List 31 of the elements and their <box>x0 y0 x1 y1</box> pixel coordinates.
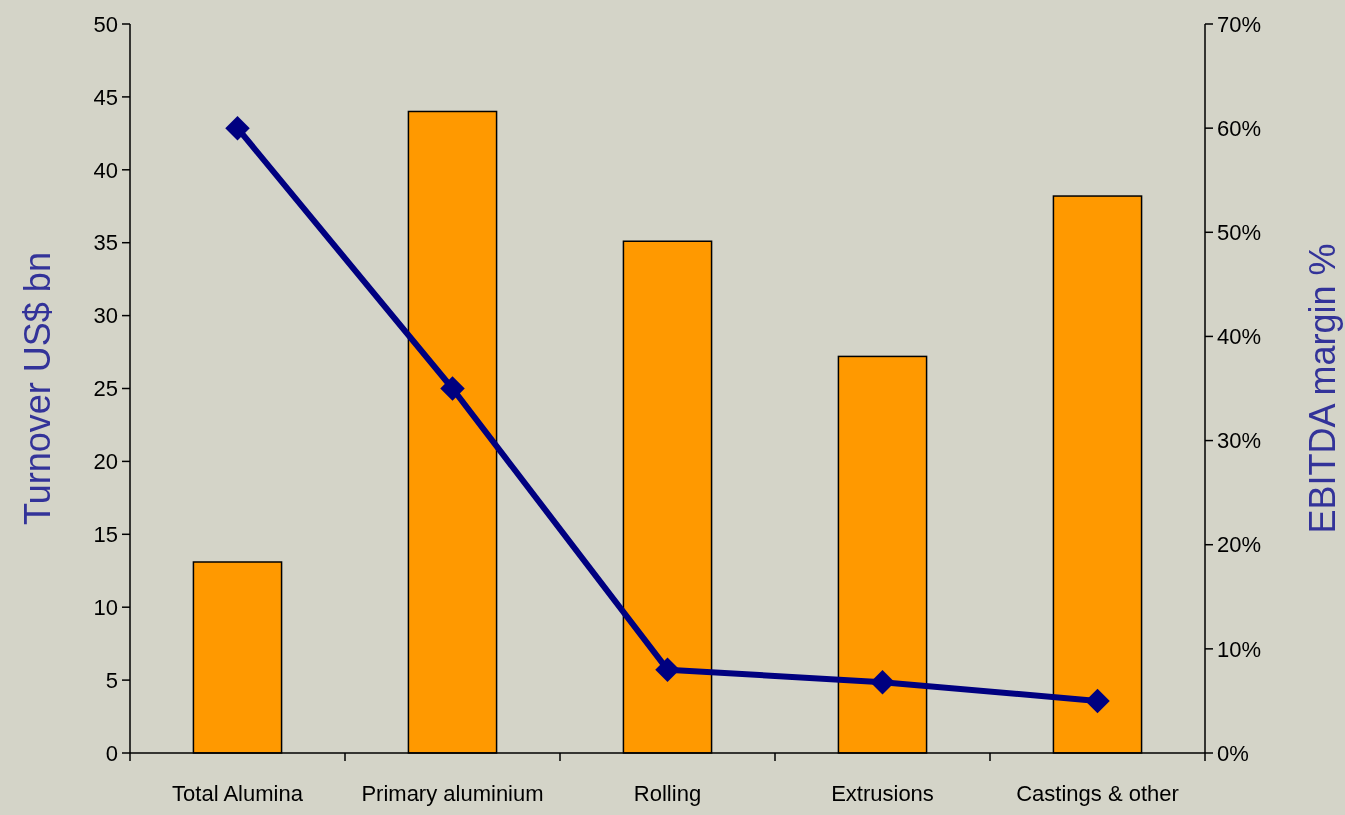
y2-tick-label: 10% <box>1217 636 1262 662</box>
y-tick-label: 40 <box>93 157 118 183</box>
x-tick-label: Total Alumina <box>172 781 304 806</box>
y2-axis-title: EBITDA margin % <box>1302 243 1343 534</box>
y-tick-label: 25 <box>93 376 118 402</box>
x-tick-label: Extrusions <box>831 781 934 806</box>
y-tick-label: 50 <box>93 11 118 37</box>
y-tick-label: 20 <box>93 449 118 475</box>
y-tick-label: 30 <box>93 303 118 329</box>
y2-tick-label: 50% <box>1217 219 1262 245</box>
point <box>225 115 250 141</box>
point <box>440 376 465 401</box>
y2-tick-label: 60% <box>1217 115 1262 141</box>
y-tick-label: 35 <box>93 230 118 256</box>
x-tick-label: Rolling <box>633 781 702 806</box>
y-tick-label: 10 <box>93 594 118 620</box>
y-tick-label: 15 <box>93 522 118 547</box>
y-tick-label: 0 <box>105 740 118 766</box>
point <box>1085 688 1110 714</box>
point <box>870 669 895 695</box>
y2-tick-label: 0% <box>1217 740 1249 766</box>
y-tick-label: 45 <box>93 84 118 110</box>
x-tick-label: Primary aluminium <box>361 781 544 806</box>
x-tick-label: Castings & other <box>1016 781 1179 806</box>
y-tick-label: 5 <box>105 667 118 693</box>
y2-tick-label: 70% <box>1217 11 1262 37</box>
y2-tick-label: 20% <box>1217 532 1262 558</box>
y-axis-title: Turnover US$ bn <box>17 252 58 525</box>
point <box>655 657 680 682</box>
y2-tick-label: 30% <box>1217 428 1262 454</box>
y2-tick-label: 40% <box>1217 324 1262 350</box>
